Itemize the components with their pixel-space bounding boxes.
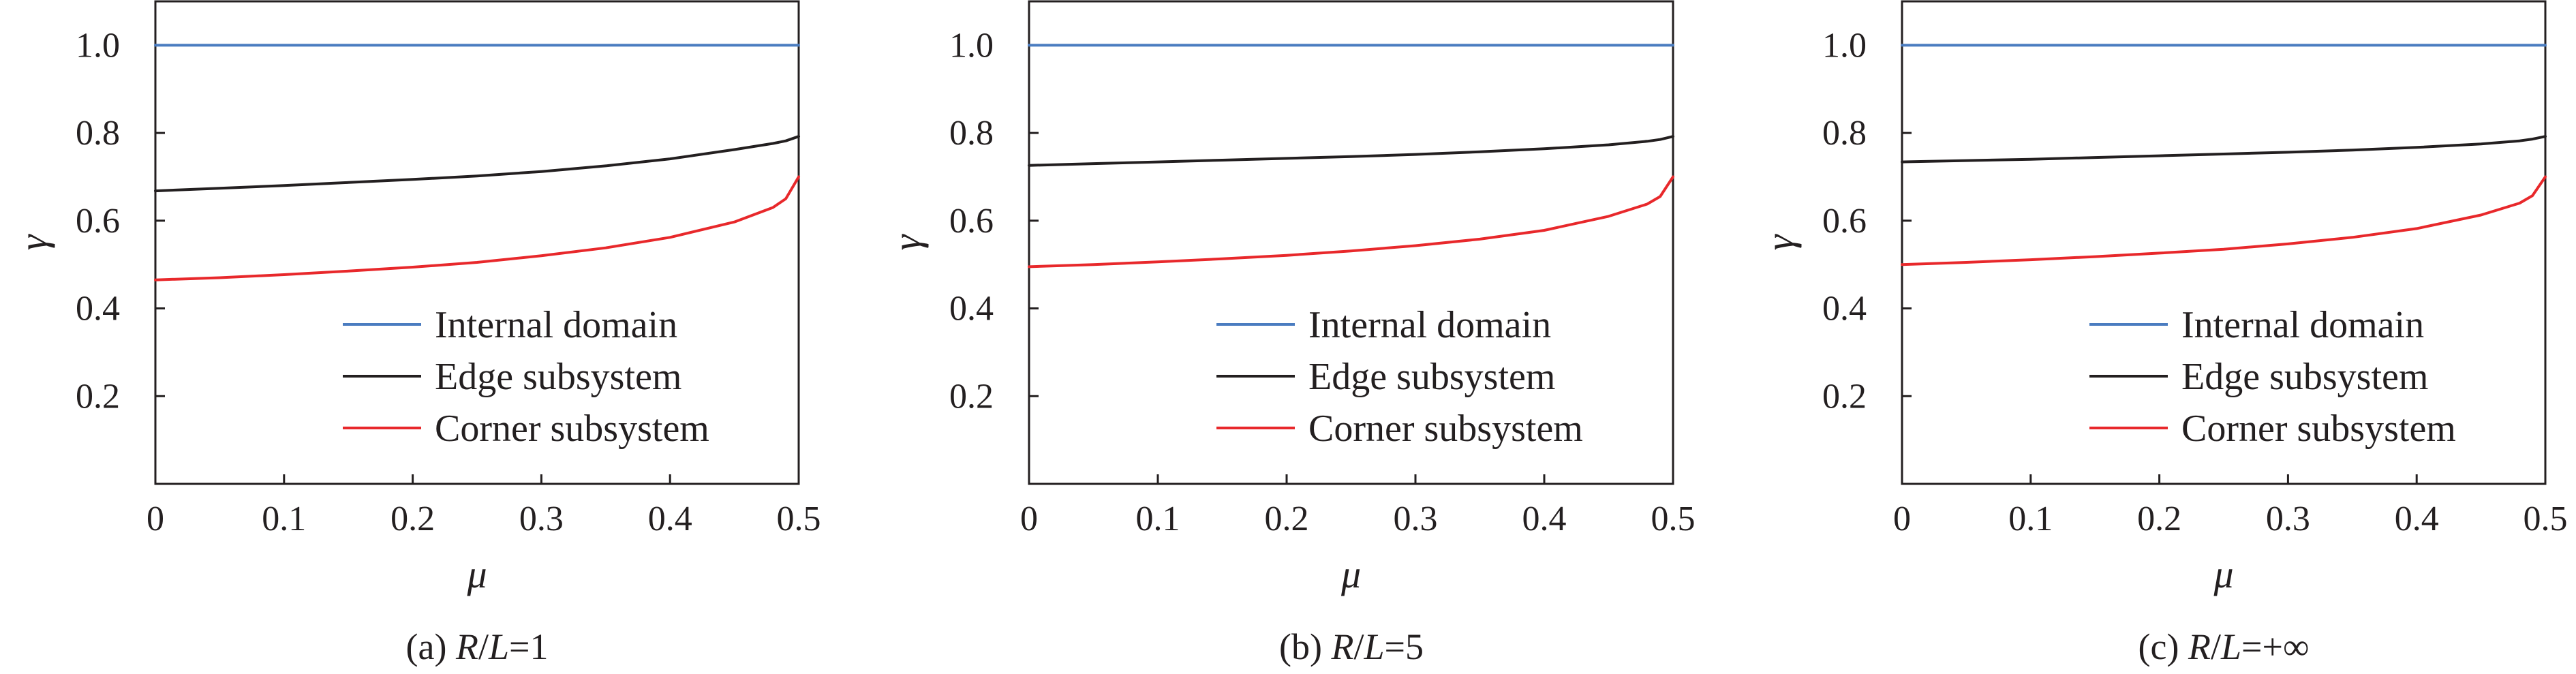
y-tick-label: 0.6 <box>949 202 994 241</box>
chart-panel-2: 0 0.1 0.2 0.3 0.4 0.5 0.2 0.4 0.6 0.8 1.0 μ γ Interna… <box>885 0 1696 667</box>
chart-panel-1: 0 0.1 0.2 0.3 0.4 0.5 0.2 0.4 0.6 0.8 1.0 μ γ Interna… <box>11 0 821 667</box>
caption-suffix: =5 <box>1385 626 1424 667</box>
series-line-3 <box>1028 175 1674 269</box>
chart-panel-3: 0 0.1 0.2 0.3 0.4 0.5 0.2 0.4 0.6 0.8 1.0 μ γ Interna… <box>1758 0 2568 667</box>
series-line-2 <box>1028 135 1674 167</box>
caption-slash: / <box>478 626 489 667</box>
caption-var1: R <box>1330 626 1353 667</box>
legend: Internal domain Edge subsystem Corner subs… <box>343 304 709 450</box>
series-line-2 <box>154 135 800 193</box>
x-tick-label: 0.3 <box>2266 500 2310 538</box>
x-tick-label: 0.1 <box>2008 500 2053 538</box>
series-group <box>154 44 800 281</box>
y-tick-label: 0.8 <box>1822 114 1867 153</box>
plot-frame <box>1901 0 2547 485</box>
x-axis-title: μ <box>466 552 487 596</box>
caption-var1: R <box>2188 626 2211 667</box>
caption-var1: R <box>455 626 478 667</box>
legend-label-1: Internal domain <box>2181 304 2424 346</box>
x-tick-label: 0.3 <box>519 500 564 538</box>
x-tick-label: 0.4 <box>2395 500 2439 538</box>
x-tick-label: 0.4 <box>648 500 692 538</box>
plot-frame <box>154 0 800 485</box>
series-group <box>1901 44 2547 266</box>
x-tick-label: 0.5 <box>777 500 821 538</box>
panel-caption: (b) R/L=5 <box>1279 626 1424 667</box>
caption-prefix: (b) <box>1279 626 1331 667</box>
legend-label-1: Internal domain <box>1308 304 1551 346</box>
y-tick-label: 0.4 <box>1822 290 1867 328</box>
caption-var2: L <box>488 626 509 667</box>
x-tick-label: 0.3 <box>1394 500 1438 538</box>
y-axis-title: γ <box>1758 233 1802 250</box>
y-tick-label: 0.4 <box>76 290 120 328</box>
y-tick-label: 0.2 <box>1822 377 1867 416</box>
legend-label-3: Corner subsystem <box>1308 408 1583 450</box>
plot-frame <box>1028 0 1674 485</box>
caption-slash: / <box>1353 626 1364 667</box>
y-tick-label: 0.6 <box>1822 202 1867 241</box>
series-line-3 <box>1901 175 2547 266</box>
y-tick-label: 0.4 <box>949 290 994 328</box>
y-tick-label: 0.2 <box>76 377 120 416</box>
legend-label-1: Internal domain <box>435 304 677 346</box>
legend-label-2: Edge subsystem <box>2181 356 2428 398</box>
x-tick-label: 0.5 <box>2524 500 2568 538</box>
y-tick-label: 1.0 <box>76 26 120 65</box>
y-axis-title: γ <box>11 233 55 250</box>
x-tick-label: 0.2 <box>2137 500 2181 538</box>
caption-suffix: =+∞ <box>2241 626 2309 667</box>
x-axis-title: μ <box>2213 552 2233 596</box>
y-tick-label: 0.2 <box>949 377 994 416</box>
y-tick-label: 0.8 <box>949 114 994 153</box>
legend-label-2: Edge subsystem <box>435 356 681 398</box>
x-tick-label: 0.1 <box>1136 500 1180 538</box>
x-tick-label: 0.4 <box>1522 500 1567 538</box>
caption-prefix: (a) <box>406 626 456 667</box>
panel-caption: (a) R/L=1 <box>406 626 549 667</box>
series-line-3 <box>154 175 800 281</box>
series-group <box>1028 44 1674 269</box>
caption-var2: L <box>1363 626 1384 667</box>
legend-label-3: Corner subsystem <box>2181 408 2456 450</box>
y-tick-label: 0.6 <box>76 202 120 241</box>
x-tick-label: 0.5 <box>1651 500 1696 538</box>
x-tick-label: 0 <box>1020 500 1038 538</box>
caption-prefix: (c) <box>2138 626 2188 667</box>
legend-label-3: Corner subsystem <box>435 408 709 450</box>
legend: Internal domain Edge subsystem Corner subs… <box>1216 304 1583 450</box>
x-axis-title: μ <box>1340 552 1361 596</box>
y-tick-label: 1.0 <box>1822 26 1867 65</box>
series-line-2 <box>1901 135 2547 164</box>
x-tick-label: 0 <box>147 500 164 538</box>
panel-caption: (c) R/L=+∞ <box>2138 626 2310 667</box>
x-tick-label: 0.2 <box>1265 500 1309 538</box>
legend: Internal domain Edge subsystem Corner subs… <box>2089 304 2456 450</box>
legend-label-2: Edge subsystem <box>1308 356 1555 398</box>
caption-slash: / <box>2211 626 2221 667</box>
y-axis-title: γ <box>885 233 929 250</box>
caption-suffix: =1 <box>509 626 548 667</box>
x-tick-label: 0.2 <box>390 500 435 538</box>
caption-var2: L <box>2220 626 2241 667</box>
x-tick-label: 0 <box>1893 500 1911 538</box>
y-tick-label: 0.8 <box>76 114 120 153</box>
x-tick-label: 0.1 <box>262 500 306 538</box>
y-tick-label: 1.0 <box>949 26 994 65</box>
